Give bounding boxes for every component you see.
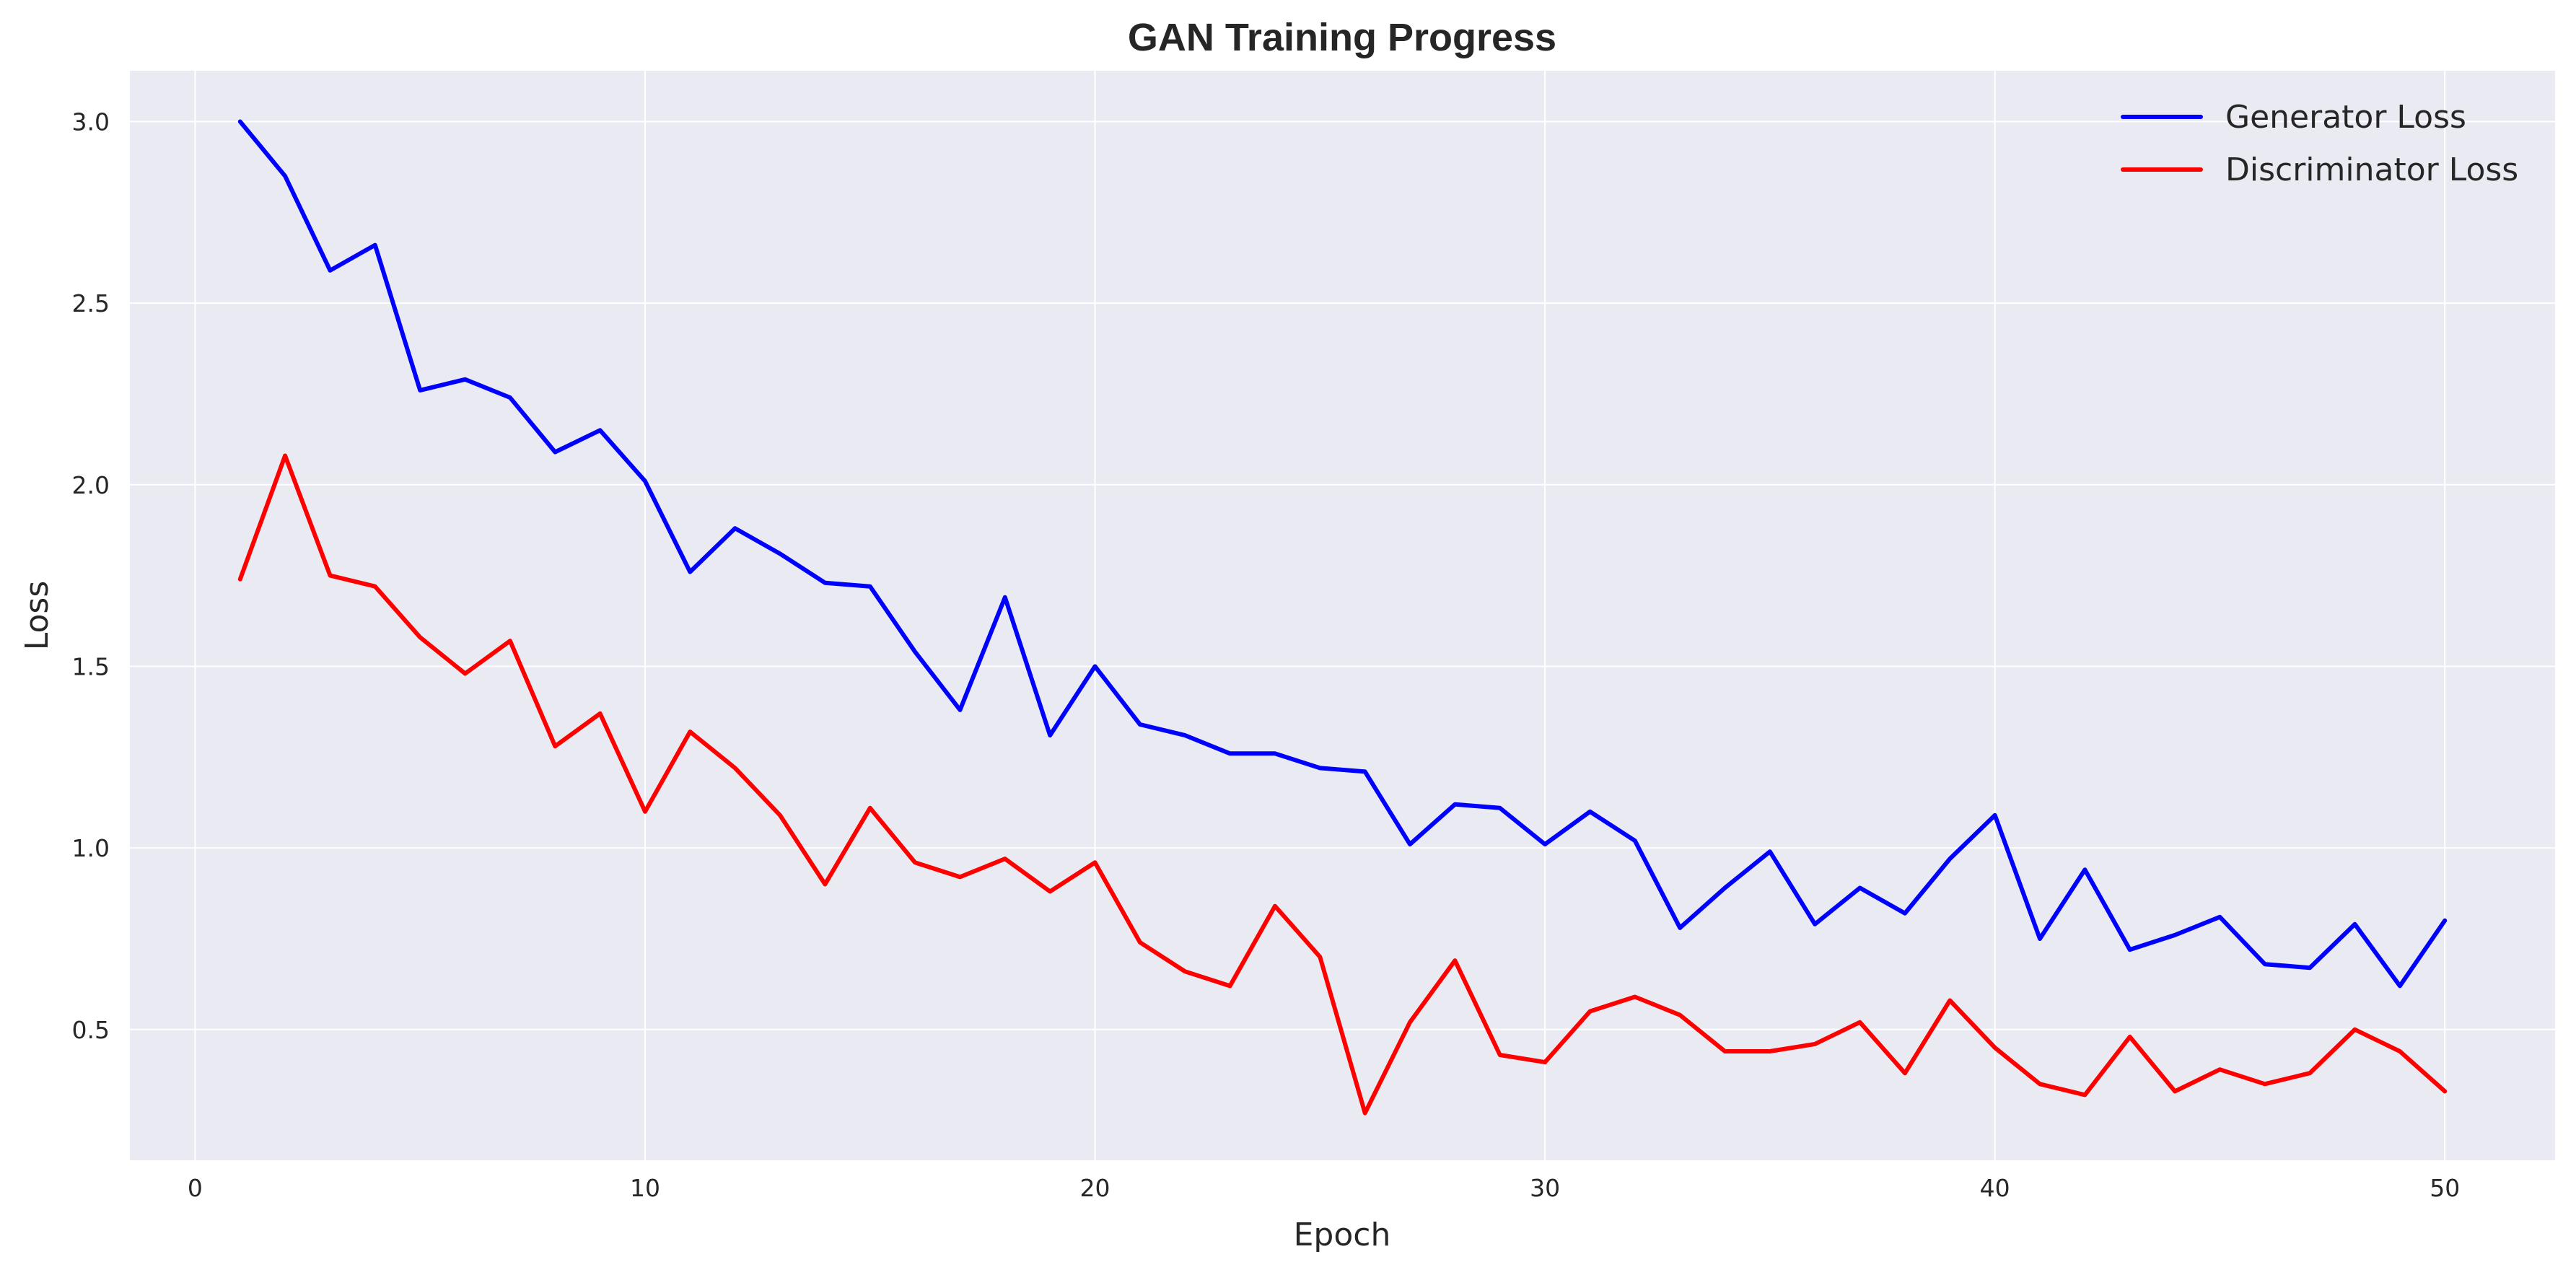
y-tick-label: 1.5 xyxy=(72,652,110,680)
x-tick-label: 50 xyxy=(2430,1174,2460,1202)
legend-label: Discriminator Loss xyxy=(2225,152,2518,188)
y-axis-ticks: 0.5 1.0 1.5 2.0 2.5 3.0 xyxy=(72,108,110,1043)
y-tick-label: 3.0 xyxy=(72,108,110,136)
legend: Generator Loss Discriminator Loss xyxy=(2121,99,2518,188)
legend-label: Generator Loss xyxy=(2225,99,2466,136)
x-tick-label: 0 xyxy=(188,1174,203,1202)
x-axis-ticks: 0 10 20 30 40 50 xyxy=(188,1174,2460,1202)
x-tick-label: 30 xyxy=(1530,1174,1560,1202)
x-axis-label: Epoch xyxy=(1294,1217,1391,1253)
y-tick-label: 1.0 xyxy=(72,834,110,862)
series-line-generator-loss xyxy=(237,119,2448,989)
y-tick-label: 2.5 xyxy=(72,289,110,317)
series-lines xyxy=(237,119,2448,1116)
x-tick-label: 40 xyxy=(1980,1174,2010,1202)
series-line-discriminator-loss xyxy=(237,453,2448,1116)
y-tick-label: 0.5 xyxy=(72,1016,110,1044)
x-tick-label: 20 xyxy=(1080,1174,1110,1202)
plot-background xyxy=(130,71,2555,1160)
grid-lines xyxy=(130,71,2555,1160)
chart-title: GAN Training Progress xyxy=(1128,16,1556,59)
y-tick-label: 2.0 xyxy=(72,471,110,499)
x-tick-label: 10 xyxy=(630,1174,660,1202)
y-axis-label: Loss xyxy=(19,581,56,651)
